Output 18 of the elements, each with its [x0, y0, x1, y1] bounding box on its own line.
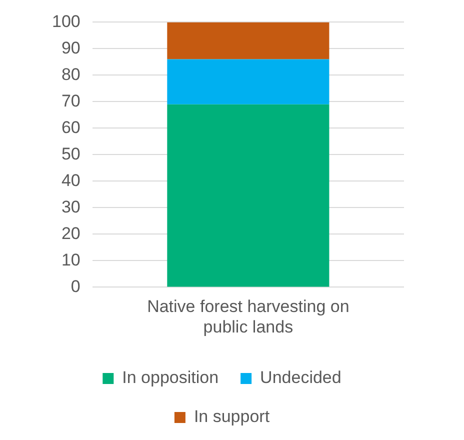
- bar: [167, 22, 330, 60]
- bar: [167, 104, 330, 287]
- y-tick-label: 70: [61, 91, 80, 110]
- y-tick-label: 50: [61, 144, 80, 164]
- y-tick-label: 0: [70, 276, 80, 296]
- y-tick-label: 30: [61, 197, 80, 216]
- y-tick-label: 60: [61, 118, 80, 137]
- legend-label: In support: [194, 407, 270, 426]
- y-tick-label: 40: [61, 170, 80, 190]
- y-tick-label: 20: [61, 224, 80, 243]
- bar: [167, 59, 330, 104]
- y-tick-label: 10: [61, 250, 80, 270]
- y-tick-label: 90: [61, 38, 80, 58]
- legend-label: Undecided: [260, 368, 342, 388]
- legend-label: In opposition: [122, 368, 219, 388]
- x-tick-label: Native forest harvesting on public lands: [147, 297, 350, 336]
- y-tick-label: 80: [61, 64, 80, 84]
- y-tick-label: 100: [52, 12, 80, 31]
